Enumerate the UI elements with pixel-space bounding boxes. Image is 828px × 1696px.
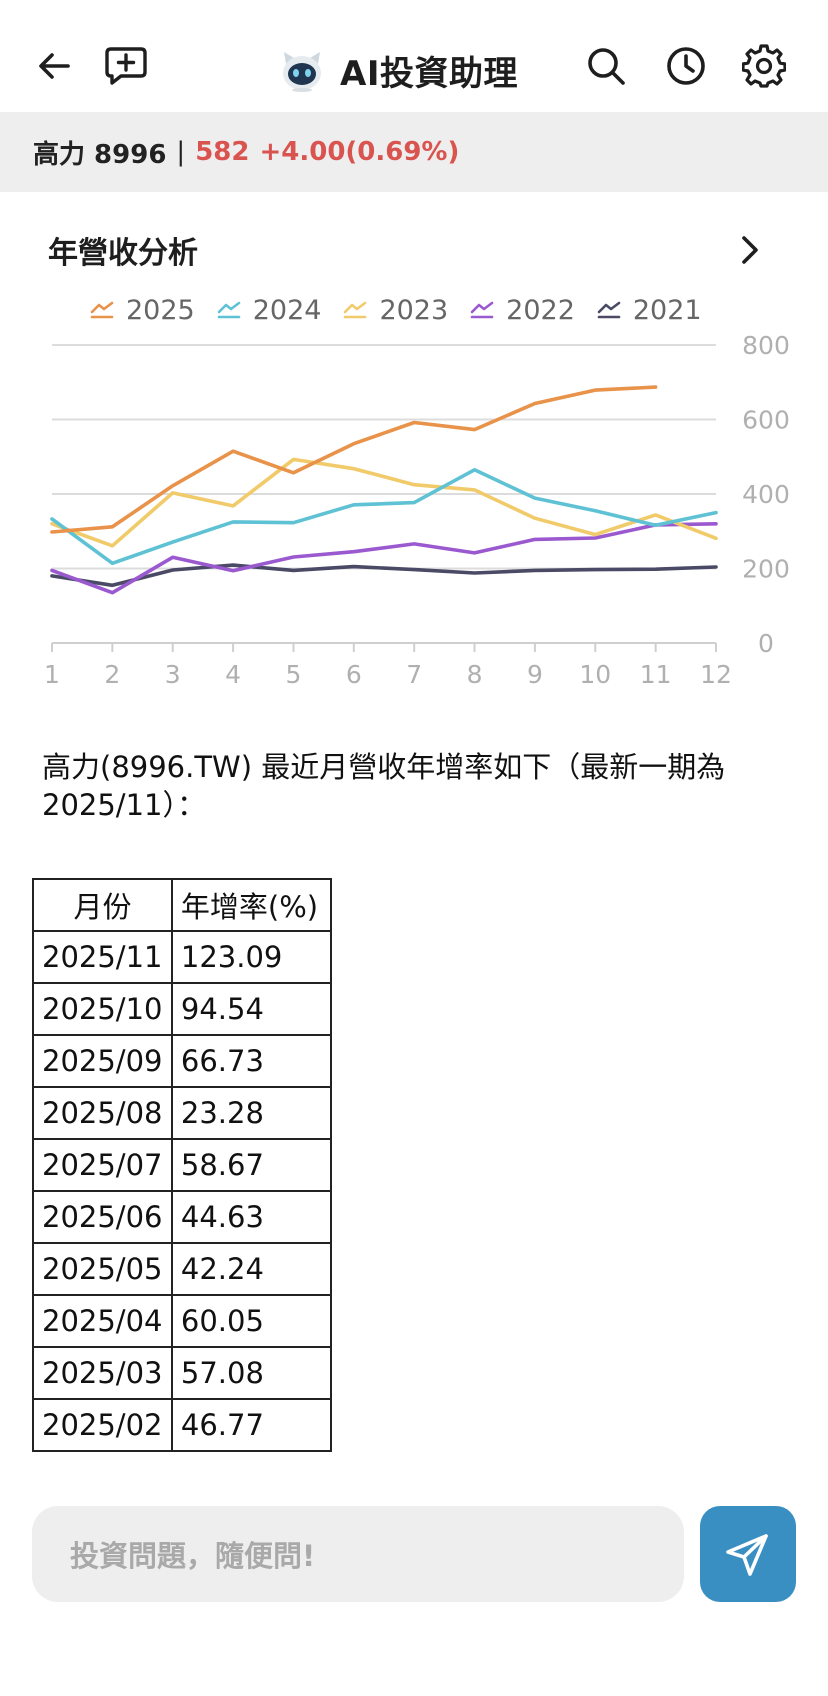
cell-yoy: 123.09 — [170, 930, 332, 984]
y-tick-label: 600 — [742, 406, 790, 435]
series-line-2022 — [50, 522, 718, 595]
legend-item-2021[interactable]: 2021 — [597, 295, 702, 326]
search-icon — [588, 48, 625, 85]
x-tick-label: 6 — [346, 660, 362, 689]
stock-name: 高力 8996 — [33, 139, 167, 170]
series-line-2024 — [50, 468, 718, 566]
stock-price: 582 — [195, 137, 250, 167]
table-row: 2025/09 66.73 — [32, 1034, 332, 1088]
cell-month: 2025/04 — [32, 1294, 173, 1348]
cell-yoy: 94.54 — [170, 982, 332, 1036]
table-row: 2025/11 123.09 — [32, 930, 332, 984]
trend-line-icon — [597, 301, 621, 319]
cell-yoy: 42.24 — [170, 1242, 332, 1296]
stock-change: +4.00(0.69%) — [259, 137, 460, 167]
app-title: AI投資助理 — [278, 40, 518, 100]
cell-month: 2025/08 — [32, 1086, 173, 1140]
cell-yoy: 23.28 — [170, 1086, 332, 1140]
table-row: 2025/08 23.28 — [32, 1086, 332, 1140]
cell-yoy: 57.08 — [170, 1346, 332, 1400]
cell-yoy: 58.67 — [170, 1138, 332, 1192]
send-button[interactable] — [700, 1506, 796, 1602]
summary-text: 高力(8996.TW) 最近月營收年增率如下（最新一期為2025/11）： — [42, 750, 726, 822]
table-row: 2025/07 58.67 — [32, 1138, 332, 1192]
history-icon — [667, 47, 705, 85]
cell-yoy: 46.77 — [170, 1398, 332, 1452]
send-icon — [726, 1534, 768, 1576]
cell-month: 2025/09 — [32, 1034, 173, 1088]
question-input[interactable]: 投資問題，隨便問! — [32, 1506, 684, 1602]
table-row: 2025/04 60.05 — [32, 1294, 332, 1348]
table-row: 2025/10 94.54 — [32, 982, 332, 1036]
cell-month: 2025/02 — [32, 1398, 173, 1452]
table-row: 2025/06 44.63 — [32, 1190, 332, 1244]
settings-button[interactable] — [728, 30, 800, 102]
stock-separator: | — [176, 137, 186, 167]
search-button[interactable] — [570, 30, 642, 102]
back-arrow-icon — [39, 53, 70, 79]
table-row: 2025/03 57.08 — [32, 1346, 332, 1400]
legend-item-2024[interactable]: 2024 — [217, 294, 322, 326]
stock-quote-bar: 高力 8996 | 582 +4.00(0.69%) — [0, 112, 828, 192]
x-tick-label: 4 — [225, 660, 241, 689]
legend-label: 2023 — [379, 294, 449, 326]
header-month: 月份 — [32, 878, 173, 932]
chevron-right-icon[interactable] — [730, 230, 770, 270]
cell-month: 2025/11 — [32, 930, 173, 984]
cell-month: 2025/07 — [32, 1138, 173, 1192]
cell-month: 2025/10 — [32, 982, 173, 1036]
x-tick-label: 7 — [406, 660, 422, 689]
legend-item-2025[interactable]: 2025 — [90, 295, 195, 326]
x-tick-label: 5 — [286, 660, 302, 689]
trend-line-icon — [90, 301, 114, 319]
y-tick-label: 400 — [742, 480, 790, 509]
new-chat-button[interactable] — [90, 30, 162, 102]
legend-label: 2022 — [506, 294, 575, 326]
chart-legend: 2025 2024 2023 2022 2021 — [90, 290, 724, 330]
x-tick-label: 9 — [527, 660, 543, 689]
cell-month: 2025/03 — [32, 1346, 173, 1400]
history-button[interactable] — [650, 30, 722, 102]
legend-label: 2024 — [252, 294, 322, 326]
series-line-2021 — [50, 563, 718, 588]
x-tick-label: 10 — [579, 660, 611, 689]
table-row: 2025/05 42.24 — [32, 1242, 332, 1296]
x-tick-label: 2 — [104, 660, 120, 689]
x-tick-label: 11 — [640, 660, 672, 689]
trend-line-icon — [344, 301, 367, 319]
app-header: AI投資助理 — [0, 0, 828, 112]
x-tick-label: 3 — [165, 660, 181, 689]
x-tick-label: 1 — [44, 660, 60, 689]
trend-line-icon — [470, 301, 494, 319]
cell-month: 2025/05 — [32, 1242, 173, 1296]
chart-title: 年營收分析 — [48, 236, 198, 271]
page-title: AI投資助理 — [340, 53, 518, 94]
cell-month: 2025/06 — [32, 1190, 173, 1244]
header-yoy: 年增率(%) — [170, 878, 332, 932]
gear-icon — [742, 44, 786, 88]
robot-mascot-icon — [283, 52, 321, 92]
cell-yoy: 60.05 — [170, 1294, 332, 1348]
back-button[interactable] — [18, 30, 90, 102]
x-tick-label: 12 — [700, 660, 732, 689]
legend-label: 2021 — [632, 294, 702, 326]
y-tick-label: 200 — [742, 555, 790, 584]
trend-line-icon — [217, 301, 241, 319]
legend-item-2022[interactable]: 2022 — [470, 295, 575, 326]
series-line-2023 — [50, 457, 718, 548]
x-tick-label: 8 — [467, 660, 483, 689]
table-row: 2025/02 46.77 — [32, 1398, 332, 1452]
yoy-table: 月份 年增率(%) 2025/11 123.09 2025/10 94.54 2025/… — [32, 878, 332, 1452]
y-tick-label: 0 — [758, 629, 774, 658]
series-line-2025 — [50, 385, 658, 534]
cell-yoy: 66.73 — [170, 1034, 332, 1088]
table-header-row: 月份 年增率(%) — [32, 878, 332, 932]
yoy-table-container: 月份 年增率(%) 2025/11 123.09 2025/10 94.54 2025/… — [32, 878, 332, 1482]
legend-label: 2025 — [126, 294, 195, 326]
cell-yoy: 44.63 — [170, 1190, 332, 1244]
legend-item-2023[interactable]: 2023 — [343, 295, 448, 326]
new-chat-icon — [105, 47, 147, 85]
y-tick-label: 800 — [742, 331, 790, 360]
